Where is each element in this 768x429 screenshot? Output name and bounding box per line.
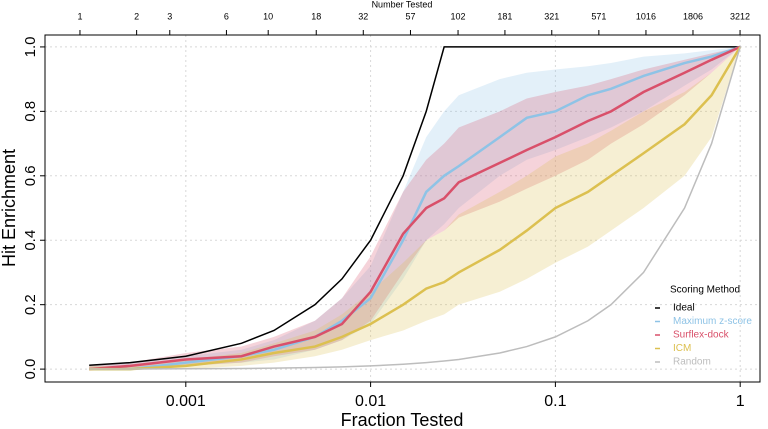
x-tick-label: 0.001 <box>166 393 206 410</box>
x2-tick-label: 1 <box>77 11 82 21</box>
x2-tick-label: 2 <box>134 11 139 21</box>
x2-tick-label: 102 <box>451 11 466 21</box>
y-tick-label: 0.4 <box>22 230 39 251</box>
x-tick-label: 1 <box>736 393 745 410</box>
y-tick-label: 0.0 <box>22 359 39 380</box>
x2-tick-label: 181 <box>497 11 512 21</box>
series-line <box>89 46 741 366</box>
x-tick-label: 0.1 <box>544 393 566 410</box>
x2-tick-label: 32 <box>358 11 368 21</box>
x2-tick-label: 18 <box>311 11 321 21</box>
legend-label: Ideal <box>673 303 695 314</box>
legend-title: Scoring Method <box>670 285 740 296</box>
y-tick-label: 0.8 <box>22 101 39 122</box>
x2-tick-label: 1016 <box>636 11 656 21</box>
confidence-band <box>89 46 741 370</box>
series-line <box>89 46 742 371</box>
plot-frame <box>44 34 761 383</box>
y-tick-label: 0.6 <box>22 165 39 186</box>
x2-tick-label: 10 <box>263 11 273 21</box>
series-line <box>89 45 741 371</box>
series-line <box>89 46 741 370</box>
x2-tick-label: 6 <box>224 11 229 21</box>
x-tick-label: 0.01 <box>355 393 386 410</box>
y-tick-label: 1.0 <box>22 36 39 57</box>
legend-label: Random <box>673 357 711 368</box>
x2-tick-label: 3212 <box>730 11 750 21</box>
x2-tick-label: 1806 <box>683 11 703 21</box>
y-tick-label: 0.2 <box>22 294 39 315</box>
y-axis-title: Hit Enrichment <box>0 149 19 267</box>
x2-tick-label: 571 <box>591 11 606 21</box>
x2-tick-label: 57 <box>405 11 415 21</box>
x-axis-title: Fraction Tested <box>341 410 464 429</box>
legend-label: Maximum z-score <box>673 316 752 327</box>
legend-label: Surflex-dock <box>673 330 730 341</box>
legend-label: ICM <box>673 343 691 354</box>
x2-axis-title: Number Tested <box>372 0 433 9</box>
x2-tick-label: 321 <box>544 11 559 21</box>
x2-tick-label: 3 <box>167 11 172 21</box>
